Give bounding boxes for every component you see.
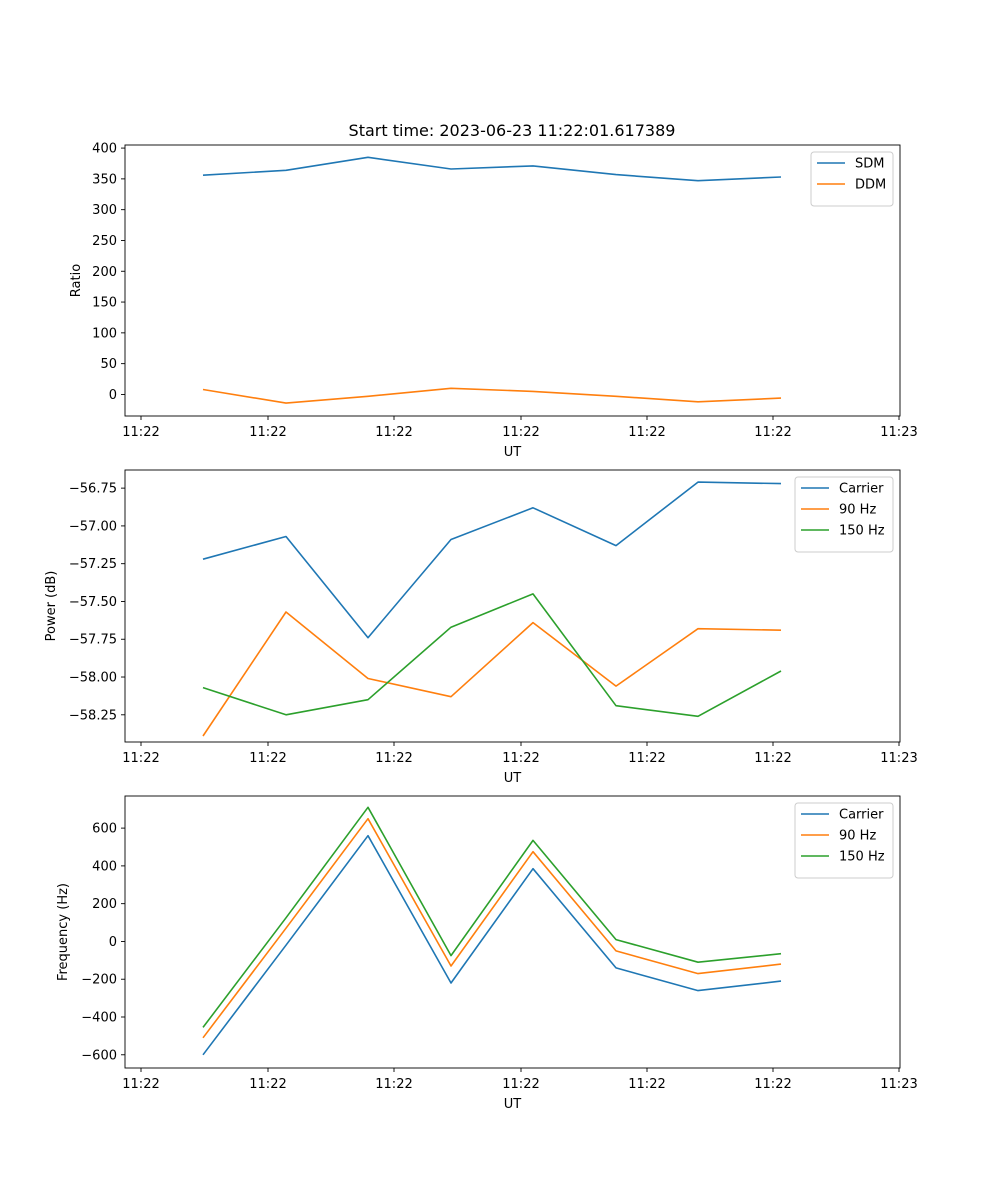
- x-tick-label: 11:22: [249, 751, 286, 766]
- y-tick-label: −400: [81, 1011, 117, 1026]
- series-line-carrier: [202, 481, 782, 639]
- x-tick-label: 11:22: [249, 425, 286, 440]
- legend-label: Carrier: [839, 482, 884, 497]
- y-tick-label: 200: [92, 897, 117, 912]
- x-tick-label: 11:22: [375, 1077, 412, 1092]
- x-tick-label: 11:22: [502, 425, 539, 440]
- legend-box: [794, 802, 894, 879]
- series-line-sdm: [202, 156, 782, 182]
- y-tick-label: 400: [92, 142, 117, 157]
- legend-box: [810, 151, 894, 207]
- x-axis-label: UT: [504, 445, 522, 460]
- y-tick-label: −58.25: [69, 708, 117, 723]
- y-axis-label: Frequency (Hz): [56, 883, 71, 981]
- legend-label: Carrier: [839, 808, 884, 823]
- x-tick-label: 11:22: [122, 751, 159, 766]
- y-tick-label: 0: [109, 388, 117, 403]
- plot-panel-1: 11:22 11:22 11:22 11:22 11:22 11:22 11:23 0 50 10…: [69, 142, 918, 460]
- y-tick-label: 350: [92, 172, 117, 187]
- x-tick-label: 11:22: [628, 425, 665, 440]
- x-tick-label: 11:22: [754, 425, 791, 440]
- y-tick-label: 250: [92, 234, 117, 249]
- legend: Carrier 90 Hz 150 Hz: [794, 802, 894, 879]
- legend-label: 90 Hz: [839, 829, 876, 844]
- series-line-150-hz: [202, 806, 782, 1028]
- legend-label: 90 Hz: [839, 503, 876, 518]
- x-tick-label: 11:22: [754, 751, 791, 766]
- legend: SDM DDM: [810, 151, 894, 207]
- series-line-carrier: [202, 834, 782, 1056]
- y-tick-label: −58.00: [69, 671, 117, 686]
- legend-label: DDM: [855, 178, 886, 193]
- legend: Carrier 90 Hz 150 Hz: [794, 476, 894, 553]
- y-tick-label: −200: [81, 973, 117, 988]
- plot-panel-3: 11:22 11:22 11:22 11:22 11:22 11:22 11:23 −600 −…: [56, 795, 918, 1112]
- plot-panel-2: 11:22 11:22 11:22 11:22 11:22 11:22 11:23 −58.2…: [44, 469, 918, 786]
- y-tick-label: 400: [92, 859, 117, 874]
- x-tick-label: 11:22: [375, 751, 412, 766]
- y-tick-label: 50: [100, 357, 117, 372]
- y-tick-label: −57.75: [69, 633, 117, 648]
- x-axis-label: UT: [504, 771, 522, 786]
- y-tick-label: 600: [92, 822, 117, 837]
- y-tick-label: 300: [92, 203, 117, 218]
- y-axis-label: Ratio: [69, 264, 84, 297]
- y-tick-label: 0: [109, 935, 117, 950]
- x-tick-label: 11:22: [122, 425, 159, 440]
- series-line-90-hz: [202, 611, 782, 737]
- x-tick-label: 11:22: [375, 425, 412, 440]
- x-tick-label: 11:23: [880, 425, 917, 440]
- axes-frame: [124, 795, 901, 1069]
- axes-frame: [124, 144, 901, 417]
- x-tick-label: 11:23: [880, 751, 917, 766]
- x-tick-label: 11:22: [502, 751, 539, 766]
- x-tick-label: 11:22: [502, 1077, 539, 1092]
- x-tick-label: 11:22: [249, 1077, 286, 1092]
- x-tick-label: 11:22: [628, 1077, 665, 1092]
- y-tick-label: −56.75: [69, 482, 117, 497]
- series-line-150-hz: [202, 593, 782, 718]
- x-tick-label: 11:22: [754, 1077, 791, 1092]
- y-tick-label: −57.00: [69, 519, 117, 534]
- axes-frame: [124, 469, 901, 743]
- legend-label: 150 Hz: [839, 524, 885, 539]
- y-tick-label: −57.50: [69, 595, 117, 610]
- y-tick-label: −57.25: [69, 557, 117, 572]
- x-tick-label: 11:22: [628, 751, 665, 766]
- series-line-ddm: [202, 387, 782, 404]
- x-tick-label: 11:22: [122, 1077, 159, 1092]
- legend-label: SDM: [855, 157, 884, 172]
- y-tick-label: 150: [92, 296, 117, 311]
- y-tick-label: 200: [92, 265, 117, 280]
- x-tick-label: 11:23: [880, 1077, 917, 1092]
- y-tick-label: −600: [81, 1048, 117, 1063]
- figure-title: Start time: 2023-06-23 11:22:01.617389: [349, 121, 676, 140]
- y-tick-label: 100: [92, 326, 117, 341]
- y-axis-label: Power (dB): [44, 571, 59, 642]
- x-axis-label: UT: [504, 1097, 522, 1112]
- series-line-90-hz: [202, 817, 782, 1039]
- legend-box: [794, 476, 894, 553]
- legend-label: 150 Hz: [839, 850, 885, 865]
